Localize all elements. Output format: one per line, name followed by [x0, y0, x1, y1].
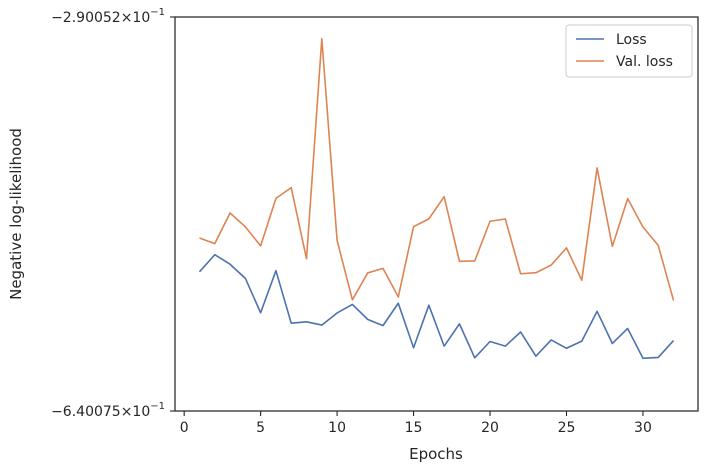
plot-frame: [174, 16, 699, 412]
legend-label: Val. loss: [616, 54, 673, 70]
x-tick-label: 15: [405, 420, 423, 436]
legend: Loss Val. loss: [565, 24, 693, 78]
series-line-2: [199, 37, 675, 301]
series-layer: [198, 37, 675, 360]
legend-label: Loss: [616, 32, 647, 48]
x-axis-label: Epochs: [409, 445, 463, 463]
x-tick-label: 5: [256, 420, 265, 436]
plot-background: [175, 17, 698, 411]
x-tick-label: 25: [558, 420, 576, 436]
x-axis-ticks: 0 5 10 15 20 25 30: [180, 411, 652, 436]
y-tick-label: −6.40075×10−1: [51, 401, 165, 420]
y-axis-ticks: −2.90052×10−1 −6.40075×10−1: [51, 7, 175, 420]
legend-box: [565, 24, 693, 78]
x-tick-label: 0: [180, 420, 189, 436]
y-axis-label: Negative log-likelihood: [7, 128, 25, 300]
y-tick-label: −2.90052×10−1: [51, 7, 165, 26]
x-tick-label: 10: [328, 420, 346, 436]
x-tick-label: 30: [634, 420, 652, 436]
x-tick-label: 20: [481, 420, 499, 436]
series-line-1: [198, 253, 675, 360]
